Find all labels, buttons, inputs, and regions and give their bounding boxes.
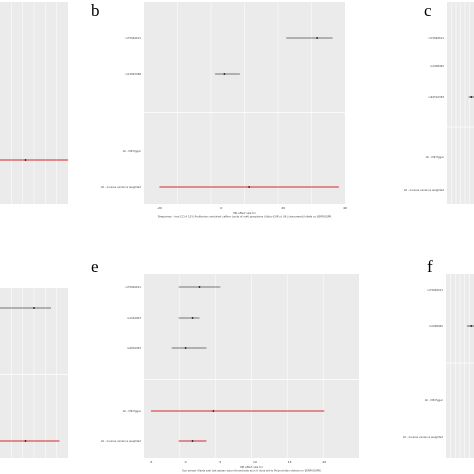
tick-label: 40 xyxy=(343,206,347,210)
tick-label: 15 xyxy=(288,460,292,464)
row-label: All - MR Egger xyxy=(123,149,142,153)
point-estimate xyxy=(191,440,194,442)
panel-letter: f xyxy=(427,257,433,276)
row-label: rs1054963 xyxy=(127,316,141,320)
point-estimate xyxy=(24,159,27,161)
forest-panel-a xyxy=(0,2,68,204)
panel-letter: e xyxy=(91,257,99,276)
panel-letter: c xyxy=(424,1,432,20)
point-estimate xyxy=(191,317,194,319)
panel-letter: b xyxy=(91,1,100,20)
tick-label: 5 xyxy=(219,460,221,464)
row-label: All - MR Egger xyxy=(123,409,142,413)
point-estimate xyxy=(316,37,319,39)
panel-caption: Sleepiness – had CCI A 15% Proliterive c… xyxy=(158,215,332,219)
tick-label: 20 xyxy=(322,460,326,464)
x-axis-label: MR effect size for xyxy=(233,211,256,215)
forest-panel-f: rs75662621 rs1098465 All - MR Egger All - I… xyxy=(403,257,474,458)
row-label: rs12845968 xyxy=(125,72,141,76)
row-label: rs75662621 xyxy=(428,36,444,40)
point-estimate xyxy=(184,347,187,349)
forest-panel-b: rs75662621 rs12845968 All - MR Egger All - … xyxy=(91,1,347,219)
tick-label: 0 xyxy=(185,460,187,464)
row-label: All - Inverse variance weighted xyxy=(101,185,142,189)
point-estimate xyxy=(33,307,35,309)
row-label: rs75662621 xyxy=(125,285,141,289)
row-label: rs75662621 xyxy=(125,36,141,40)
row-label: All - Inverse variance weighted xyxy=(404,188,445,192)
row-label: All - Inverse variance weighted xyxy=(403,435,444,439)
row-label: All - MR Egger xyxy=(425,398,444,402)
point-estimate xyxy=(198,286,201,288)
panel-caption: Sun sensor Alasla saki lost asiaan saiun… xyxy=(182,469,321,473)
row-label: rs40516383 xyxy=(428,95,444,99)
forest-panel-c: rs75662621 rs1098465 rs40516383 All - MR Eg… xyxy=(404,1,474,204)
tick-label: -5 xyxy=(149,460,152,464)
point-estimate xyxy=(223,73,226,75)
point-estimate xyxy=(470,96,473,98)
tick-label: 20 xyxy=(281,206,285,210)
row-label: All - Inverse variance weighted xyxy=(101,439,142,443)
point-estimate xyxy=(24,440,27,442)
point-estimate xyxy=(248,186,251,188)
row-label: rs1098465 xyxy=(429,324,443,328)
tick-label: 0 xyxy=(220,206,222,210)
row-label: rs4816383 xyxy=(127,346,141,350)
tick-label: -20 xyxy=(157,206,162,210)
x-axis-label: MR effect size for xyxy=(240,465,263,469)
row-label: All - MR Egger xyxy=(426,155,445,159)
forest-panel-d xyxy=(0,288,68,458)
forest-panel-e: rs75662621 rs1054963 rs4816383 All - MR Egg… xyxy=(91,257,359,473)
point-estimate xyxy=(470,325,473,327)
tick-label: 10 xyxy=(253,460,257,464)
row-label: rs1098465 xyxy=(430,64,444,68)
row-label: rs75662621 xyxy=(427,288,443,292)
point-estimate xyxy=(212,410,215,412)
